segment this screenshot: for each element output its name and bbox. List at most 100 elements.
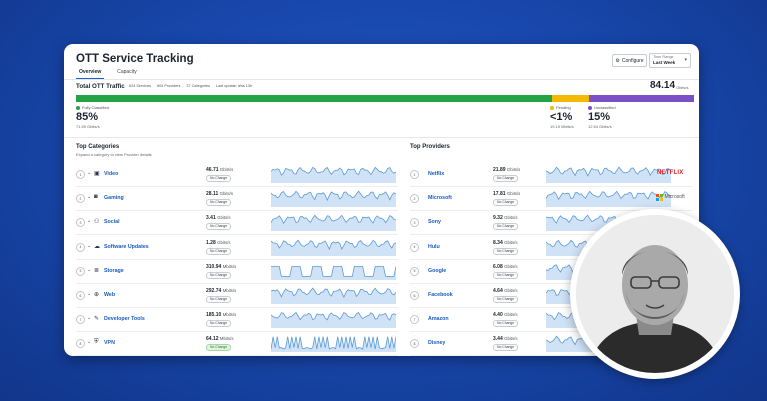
status-badge: No Change — [206, 199, 232, 207]
row-number: 5 — [76, 266, 85, 276]
value-number: 4.64 — [493, 288, 503, 294]
value-unit: Gbits/s — [506, 191, 521, 197]
classified-segment — [76, 95, 552, 102]
status-badge: No Change — [206, 175, 232, 182]
chevron-down-icon[interactable]: ⌄ — [87, 242, 92, 249]
table-row[interactable]: 1 ⌄ ▣ Video 46.71 Gbits/s No Change — [76, 162, 398, 187]
table-row[interactable]: 3 ⌄ ⚇ Social 3.41 Gbits/s No Change — [76, 210, 398, 236]
provider-name[interactable]: Amazon — [428, 316, 449, 323]
chevron-down-icon[interactable]: ⌄ — [87, 339, 92, 346]
sparkline-chart — [271, 287, 396, 304]
tab-divider — [64, 79, 699, 80]
sparkline-area — [271, 215, 396, 232]
table-row[interactable]: 5 ⌄ ≣ Storage 310.94 Mbits/s No Change — [76, 259, 398, 284]
sparkline-line — [271, 337, 396, 351]
category-name[interactable]: VPN — [104, 340, 115, 347]
sparkline-area — [271, 312, 396, 329]
storage-icon: ≣ — [94, 267, 100, 274]
value-unit: Gbits/s — [217, 239, 231, 245]
category-name[interactable]: Developer Tools — [104, 316, 145, 323]
sparkline-line — [271, 166, 396, 176]
status-badge: No Change — [493, 296, 519, 303]
sparkline-chart — [271, 337, 396, 353]
providers-count: 604 Providers — [156, 84, 181, 88]
table-row[interactable]: 1 Netflix 21.89 Gbits/s No Change NETFLIX — [410, 162, 692, 187]
category-value: 28.11 Gbits/s — [206, 191, 233, 197]
tab-capacity[interactable]: Capacity — [117, 69, 137, 75]
table-row[interactable]: 6 ⌄ ⊕ Web 292.74 Mbits/s No Change — [76, 283, 398, 308]
top-categories-subtitle: Expand a category to view Provider detai… — [76, 152, 152, 157]
value-unit: Gbits/s — [504, 288, 518, 293]
value-unit: Mbits/s — [222, 263, 237, 269]
time-range-select[interactable]: Time Range Last Week ▾ — [649, 53, 691, 68]
pending-percent: <1% — [550, 111, 573, 123]
unclassified-segment — [588, 95, 694, 102]
provider-name[interactable]: Facebook — [428, 292, 453, 298]
table-row[interactable]: 8 ⌄ ⛨ VPN 64.12 Mbits/s No Change — [76, 331, 398, 356]
time-range-label: Time Range — [653, 55, 674, 59]
provider-name[interactable]: Sony — [428, 219, 441, 226]
pending-legend: Pending — [550, 105, 571, 110]
sparkline-line — [271, 265, 396, 277]
tab-bar: Overview Capacity — [76, 69, 140, 79]
value-number: 64.12 — [206, 336, 219, 343]
status-badge: No Change — [206, 344, 232, 352]
provider-name[interactable]: Hulu — [428, 243, 440, 250]
category-name[interactable]: Video — [104, 171, 119, 177]
value-unit: Gbits/s — [504, 263, 518, 269]
value-unit: Mbits/s — [219, 336, 234, 342]
tab-overview[interactable]: Overview — [76, 69, 105, 79]
categories-count: 37 Categories — [186, 84, 211, 88]
value-number: 8.34 — [493, 239, 503, 246]
unclassified-rate: 12.54 Gbits/s — [588, 124, 612, 129]
status-badge: No Change — [493, 320, 519, 328]
total-traffic-value: 84.14 — [650, 80, 676, 91]
page-title: OTT Service Tracking — [76, 53, 194, 65]
value-number: 28.11 — [206, 191, 219, 198]
table-row[interactable]: 2 Microsoft 17.81 Gbits/s No Change Microsof… — [410, 186, 692, 212]
chevron-down-icon[interactable]: ⌄ — [87, 194, 92, 201]
vpn-icon: ⛨ — [94, 339, 99, 346]
row-number: 4 — [76, 242, 85, 252]
top-providers-title: Top Providers — [410, 144, 450, 150]
sparkline-chart — [271, 265, 396, 280]
chevron-down-icon[interactable]: ⌄ — [87, 218, 92, 225]
pending-label: Pending — [556, 105, 571, 110]
value-unit: Gbits/s — [504, 336, 518, 342]
category-name[interactable]: Gaming — [104, 195, 124, 202]
classified-rate: 71.59 Gbits/s — [76, 124, 100, 129]
provider-value: 6.08 Gbits/s — [493, 264, 518, 270]
value-number: 3.44 — [493, 336, 503, 343]
chevron-down-icon[interactable]: ⌄ — [87, 170, 92, 176]
value-unit: Gbits/s — [504, 312, 518, 318]
provider-name[interactable]: Disney — [428, 340, 446, 347]
category-name[interactable]: Storage — [104, 267, 124, 274]
value-number: 185.10 — [206, 312, 222, 319]
category-value: 310.94 Mbits/s — [206, 264, 236, 270]
table-row[interactable]: 2 ⌄ ◙ Gaming 28.11 Gbits/s No Change — [76, 186, 398, 212]
row-number: 8 — [410, 339, 419, 349]
category-name[interactable]: Software Updates — [104, 243, 149, 250]
sparkline-chart — [271, 190, 396, 208]
chevron-down-icon[interactable]: ⌄ — [87, 315, 92, 322]
provider-name[interactable]: Microsoft — [428, 195, 452, 202]
row-number: 7 — [410, 315, 419, 325]
status-badge: No Change — [206, 320, 232, 328]
chevron-down-icon[interactable]: ⌄ — [87, 291, 92, 297]
chevron-down-icon[interactable]: ⌄ — [87, 266, 92, 273]
table-row[interactable]: 7 ⌄ ✎ Developer Tools 185.10 Mbits/s No Chang… — [76, 307, 398, 333]
sparkline-line — [271, 239, 396, 250]
value-unit: Mbits/s — [222, 288, 237, 293]
provider-name[interactable]: Netflix — [428, 171, 445, 177]
table-row[interactable]: 4 ⌄ ☁ Software Updates 1.28 Gbits/s No Change — [76, 235, 398, 260]
unclassified-label: Unclassified — [594, 105, 616, 110]
category-name[interactable]: Social — [104, 219, 120, 226]
provider-name[interactable]: Google — [428, 267, 447, 274]
provider-value: 4.64 Gbits/s — [493, 288, 518, 294]
category-name[interactable]: Web — [104, 292, 116, 298]
sparkline-chart — [546, 190, 671, 208]
time-range-value: Last Week — [653, 60, 676, 65]
configure-button[interactable]: ⚙ Configure — [612, 54, 647, 67]
status-badge: No Change — [206, 296, 232, 303]
provider-value: 3.44 Gbits/s — [493, 336, 518, 342]
